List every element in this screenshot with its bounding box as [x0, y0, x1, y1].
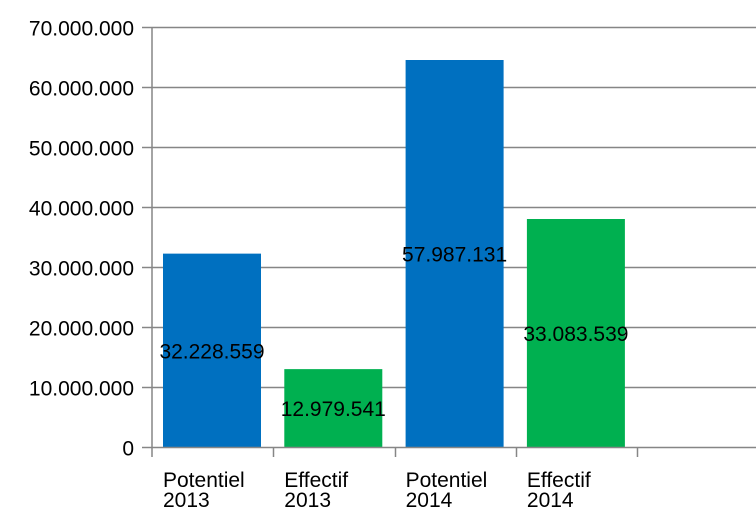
- bars: [163, 60, 625, 447]
- y-tick-label: 0: [122, 438, 134, 461]
- y-tick-label: 70.000.000: [29, 18, 134, 41]
- bar: [405, 60, 504, 447]
- bar: [526, 219, 625, 447]
- y-tick-label: 10.000.000: [29, 378, 134, 401]
- bar: [163, 253, 261, 447]
- x-tick-label: 2013: [284, 489, 331, 512]
- x-tick-label: 2014: [406, 489, 453, 512]
- x-tick-label: Potentiel: [163, 469, 245, 492]
- y-tick-label: 60.000.000: [29, 78, 134, 101]
- y-tick-label: 40.000.000: [29, 198, 134, 221]
- data-label: 33.083.539: [523, 323, 628, 346]
- x-tick-label: 2013: [163, 489, 210, 512]
- y-tick-labels: 0 10.000.000 20.000.000 30.000.000 40.000.00…: [29, 18, 134, 461]
- data-label: 57.987.131: [402, 244, 507, 267]
- y-tick-label: 50.000.000: [29, 138, 134, 161]
- data-labels: 32.228.559 12.979.541 57.987.131 33.083.539: [159, 244, 628, 422]
- y-tick-label: 30.000.000: [29, 258, 134, 281]
- x-tick-label: 2014: [527, 489, 574, 512]
- x-tick-label: Effectif: [527, 469, 591, 492]
- y-tick-label: 20.000.000: [29, 318, 134, 341]
- x-tick-label: Effectif: [284, 469, 348, 492]
- axes: [142, 26, 756, 457]
- bar: [284, 369, 383, 447]
- data-label: 12.979.541: [281, 398, 386, 421]
- x-tick-labels: Potentiel2013Effectif2013Potentiel2014Ef…: [163, 469, 591, 512]
- x-tick-label: Potentiel: [406, 469, 488, 492]
- data-label: 32.228.559: [159, 340, 264, 363]
